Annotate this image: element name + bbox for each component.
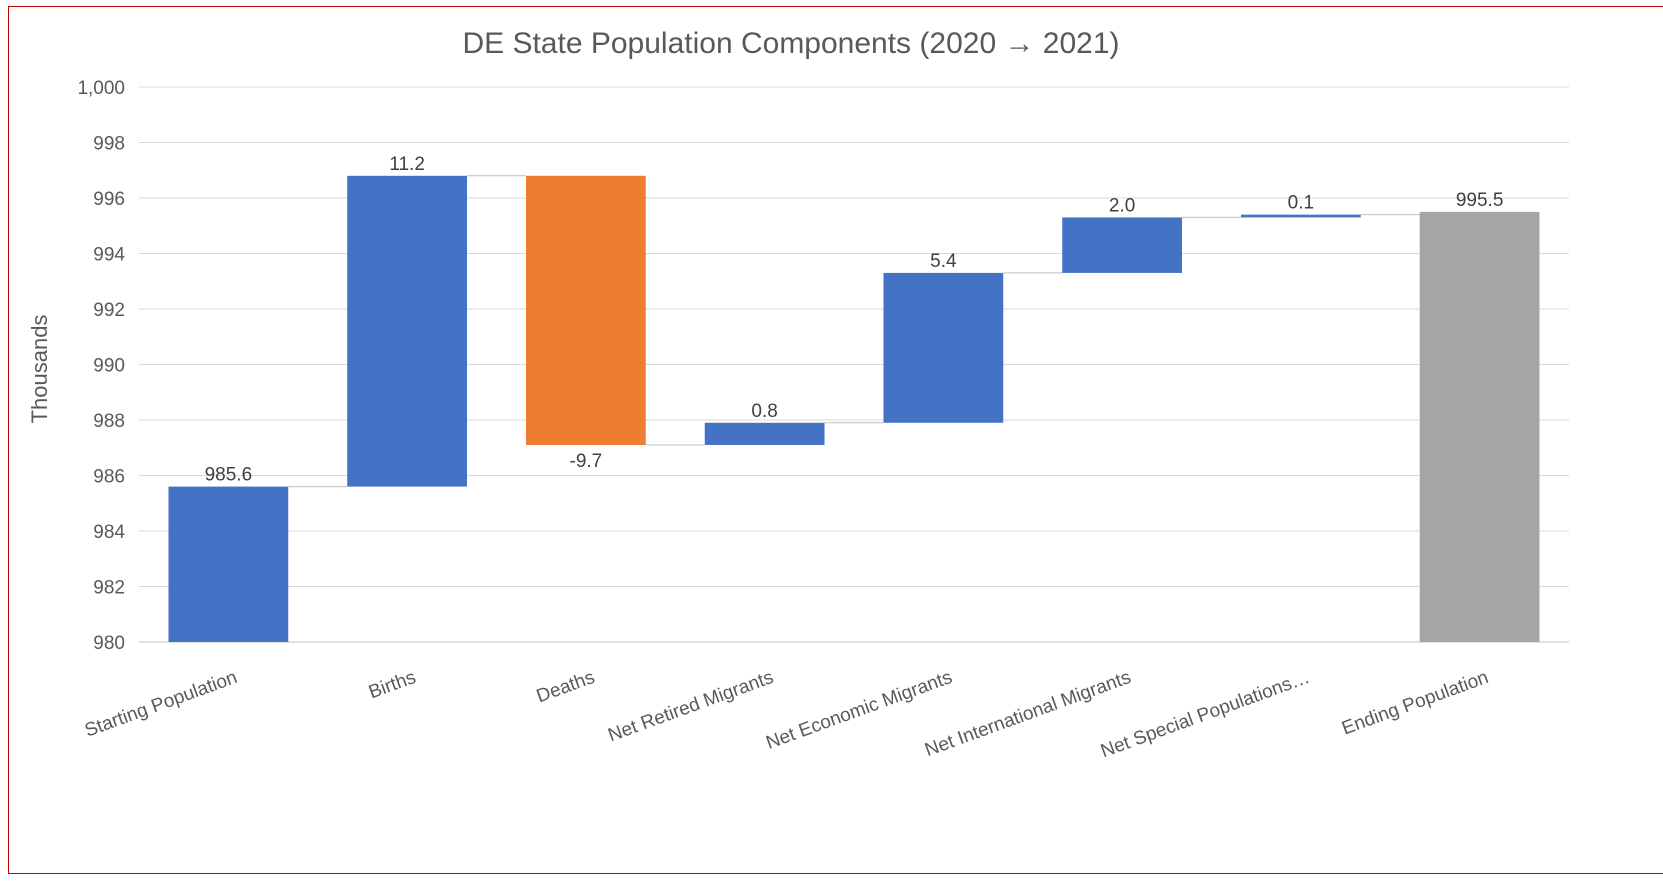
data-label: 0.1 — [1288, 193, 1314, 214]
bar-5 — [883, 272, 1004, 423]
chart-title: DE State Population Components (2020 → 2… — [462, 27, 1119, 60]
y-axis-label: Thousands — [27, 315, 52, 424]
data-label: 5.4 — [930, 251, 957, 272]
connectors — [288, 175, 1420, 488]
data-label: 2.0 — [1109, 195, 1135, 216]
y-tick-label: 996 — [93, 189, 125, 210]
y-tick-label: 998 — [93, 134, 125, 155]
y-tick-label: 986 — [93, 467, 125, 488]
bar-2 — [347, 175, 468, 487]
bar-6 — [1062, 217, 1183, 273]
y-tick-label: 992 — [93, 300, 125, 321]
chart-frame: DE State Population Components (2020 → 2… — [8, 6, 1663, 874]
data-label: 995.5 — [1456, 190, 1504, 211]
data-label: 985.6 — [205, 465, 253, 486]
x-axis-categories: Starting Population Births Deaths Net Retir… — [82, 667, 1491, 762]
data-labels: 985.6 11.2 -9.7 0.8 5.4 2.0 0.1 995.5 — [205, 154, 1504, 486]
category-label: Deaths — [534, 667, 598, 707]
y-tick-label: 988 — [93, 411, 125, 432]
category-label: Starting Population — [82, 667, 240, 742]
y-tick-label: 1,000 — [77, 78, 125, 99]
category-label: Net Retired Migrants — [605, 667, 776, 746]
y-tick-label: 980 — [93, 633, 125, 654]
bar-1 — [168, 486, 289, 642]
y-tick-label: 990 — [93, 356, 125, 377]
bar-7 — [1240, 214, 1361, 218]
bars — [168, 175, 1540, 642]
bar-3 — [525, 175, 646, 445]
y-tick-label: 982 — [93, 578, 125, 599]
y-axis-ticks: 980 982 984 986 988 990 992 994 996 998 1,000 — [77, 78, 125, 654]
y-tick-label: 994 — [93, 245, 125, 266]
category-label: Ending Population — [1339, 667, 1491, 739]
data-label: -9.7 — [570, 451, 603, 472]
category-label: Births — [366, 667, 419, 703]
waterfall-chart: DE State Population Components (2020 → 2… — [27, 27, 1569, 762]
data-label: 11.2 — [389, 154, 425, 175]
y-tick-label: 984 — [93, 522, 125, 543]
bar-8 — [1419, 211, 1540, 642]
bar-4 — [704, 422, 825, 445]
data-label: 0.8 — [751, 401, 777, 422]
